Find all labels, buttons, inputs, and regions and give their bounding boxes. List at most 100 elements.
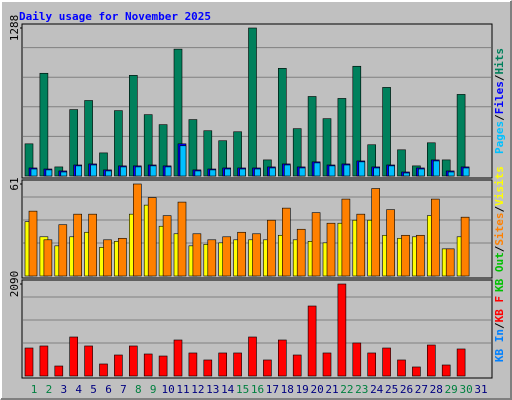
bar <box>281 207 291 277</box>
bar <box>352 65 362 177</box>
bar <box>177 201 187 277</box>
panel <box>21 23 493 179</box>
bar <box>277 68 287 177</box>
legend-separator: / <box>493 74 506 81</box>
bar <box>54 365 64 377</box>
bar <box>298 167 306 177</box>
legend: KB In/KB F <box>493 296 506 362</box>
bar <box>203 359 213 377</box>
bar <box>426 344 436 377</box>
bar <box>352 342 362 377</box>
x-tick-label: 4 <box>75 383 82 396</box>
y-tick-label: 2090 <box>8 271 21 298</box>
legend-entry: Sites <box>493 212 506 245</box>
legend-entry: KB F <box>493 296 506 323</box>
x-tick-label: 15 <box>236 383 249 396</box>
bar <box>283 164 291 177</box>
bar <box>267 219 276 277</box>
bar <box>462 167 470 177</box>
x-tick-label: 28 <box>430 383 443 396</box>
bar <box>337 283 347 377</box>
legend-separator: / <box>493 205 506 212</box>
bar <box>207 239 217 277</box>
legend-entry: Files <box>493 81 506 114</box>
bar <box>367 352 377 377</box>
bar <box>43 239 53 277</box>
bar <box>239 168 246 177</box>
bar <box>24 347 34 377</box>
bar <box>418 168 425 177</box>
bar <box>430 198 440 277</box>
legend-separator: / <box>493 245 506 252</box>
bar <box>114 354 123 377</box>
bar <box>445 248 455 277</box>
bar <box>322 352 332 377</box>
bar <box>90 164 97 177</box>
bar <box>460 216 470 277</box>
x-tick-label: 18 <box>281 383 294 396</box>
x-tick-label: 10 <box>161 383 174 396</box>
bar <box>143 353 153 377</box>
bar <box>401 234 410 277</box>
legend-entry: KB Out <box>493 252 506 292</box>
bar <box>192 233 202 277</box>
bar <box>133 183 142 277</box>
bar <box>164 166 172 177</box>
bar <box>373 167 381 177</box>
bar <box>120 166 127 177</box>
x-tick-label: 7 <box>120 383 127 396</box>
bar <box>188 119 198 177</box>
bar <box>73 213 82 277</box>
bar <box>326 222 336 277</box>
legend: Pages/Files/Hits <box>493 48 506 154</box>
bar <box>237 231 246 277</box>
x-tick-label: 20 <box>310 383 323 396</box>
bar <box>447 171 455 177</box>
legend-entry: Hits <box>493 48 506 75</box>
bar <box>248 27 257 177</box>
bar <box>135 166 142 177</box>
bar <box>412 366 421 377</box>
x-tick-label: 23 <box>355 383 368 396</box>
bar <box>129 345 138 377</box>
bar <box>382 87 391 177</box>
bar <box>103 239 112 277</box>
x-tick-label: 31 <box>474 383 487 396</box>
x-tick-label: 9 <box>150 383 157 396</box>
bar <box>343 164 351 177</box>
bar <box>179 145 187 177</box>
x-tick-label: 17 <box>266 383 279 396</box>
bar <box>99 363 108 377</box>
bar <box>356 213 366 277</box>
bar <box>328 165 336 177</box>
bar <box>39 345 49 377</box>
bar <box>233 352 242 377</box>
bar <box>386 209 395 277</box>
bar <box>248 336 257 377</box>
legend: KB Out/Sites/Visits <box>493 166 506 292</box>
bar <box>254 168 261 177</box>
bar <box>307 305 317 377</box>
bar <box>456 348 466 377</box>
bar <box>194 170 202 177</box>
bar <box>269 167 276 177</box>
bar <box>292 354 302 377</box>
bar <box>30 168 38 177</box>
x-tick-label: 29 <box>445 383 458 396</box>
legend-entry: KB In <box>493 329 506 362</box>
bar <box>84 345 93 377</box>
bar <box>403 172 410 177</box>
bar <box>341 198 351 277</box>
bar <box>158 355 168 377</box>
bar <box>416 234 425 277</box>
bar <box>69 336 78 377</box>
x-tick-label: 12 <box>191 383 204 396</box>
x-tick-label: 13 <box>206 383 219 396</box>
bar <box>75 165 82 177</box>
x-tick-label: 16 <box>251 383 264 396</box>
bar <box>441 364 451 377</box>
bar <box>263 359 272 377</box>
bar <box>173 339 183 377</box>
